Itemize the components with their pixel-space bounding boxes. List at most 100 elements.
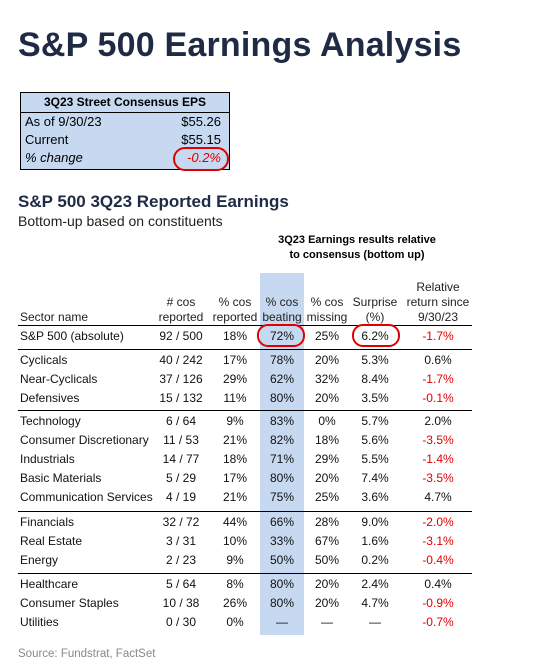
col-header-cos-reported: # cos reported	[158, 295, 204, 324]
cell-pct-missing: 29%	[314, 452, 340, 466]
cell-pct-beating: —	[276, 615, 288, 629]
cell-surprise: 7.4%	[361, 471, 389, 485]
cell-cos-reported: 37 / 126	[159, 372, 203, 386]
eps-row-value: -0.2%	[187, 150, 221, 165]
cell-pct-beating: 80%	[269, 596, 295, 610]
table-row: Utilities 0 / 30 0% — — — -0.7%	[18, 613, 472, 632]
cell-sector: Consumer Staples	[20, 596, 119, 610]
cell-relative-return: -1.4%	[422, 452, 454, 466]
cell-surprise: 0.2%	[361, 553, 389, 567]
cell-relative-return: -0.7%	[422, 615, 454, 629]
table-row: Cyclicals 40 / 242 17% 78% 20% 5.3% 0.6%	[18, 351, 472, 370]
table-row: Energy 2 / 23 9% 50% 50% 0.2% -0.4%	[18, 551, 472, 570]
eps-row-value: $55.26	[181, 114, 221, 129]
eps-row-label: As of 9/30/23	[25, 114, 102, 129]
source-note: Source: Fundstrat, FactSet	[18, 648, 156, 660]
table-row: Defensives 15 / 132 11% 80% 20% 3.5% -0.1%	[18, 389, 472, 408]
cell-pct-reported: 18%	[222, 452, 248, 466]
cell-pct-missing: 20%	[314, 471, 340, 485]
cell-sector: Utilities	[20, 615, 59, 629]
cell-pct-reported: 26%	[222, 596, 248, 610]
cell-pct-missing: 20%	[314, 391, 340, 405]
cell-pct-beating: 80%	[269, 391, 295, 405]
group-divider	[18, 511, 472, 512]
cell-pct-beating: 83%	[269, 414, 295, 428]
cell-pct-beating: 72%	[269, 329, 295, 343]
cell-pct-beating: 33%	[269, 534, 295, 548]
col-header-relative-return: Relative return since 9/30/23	[406, 280, 470, 324]
eps-row-label: Current	[25, 132, 69, 147]
eps-header-divider	[21, 112, 229, 113]
section-title: S&P 500 3Q23 Reported Earnings	[18, 192, 289, 211]
cell-sector: Cyclicals	[20, 353, 68, 367]
cell-pct-beating: 62%	[269, 372, 295, 386]
col-header-sector: Sector name	[20, 310, 89, 324]
col-header-surprise: Surprise (%)	[350, 295, 400, 326]
cell-pct-missing: 25%	[314, 490, 340, 504]
cell-cos-reported: 92 / 500	[159, 329, 203, 343]
table-row: Consumer Discretionary 11 / 53 21% 82% 18% 5.…	[18, 431, 472, 450]
cell-sector: S&P 500 (absolute)	[20, 329, 124, 343]
cell-pct-beating: 75%	[269, 490, 295, 504]
table-row: Technology 6 / 64 9% 83% 0% 5.7% 2.0%	[18, 412, 472, 431]
eps-box-header: 3Q23 Street Consensus EPS	[43, 95, 207, 109]
cell-pct-reported: 44%	[222, 515, 248, 529]
cell-relative-return: -3.5%	[422, 433, 454, 447]
table-row: Real Estate 3 / 31 10% 33% 67% 1.6% -3.1%	[18, 532, 472, 551]
cell-surprise: 2.4%	[361, 577, 389, 591]
cell-sector: Technology	[20, 414, 81, 428]
group-header-line: to consensus (bottom up)	[289, 249, 425, 261]
cell-pct-missing: —	[321, 615, 333, 629]
cell-relative-return: 0.6%	[424, 353, 452, 367]
table-row: Healthcare 5 / 64 8% 80% 20% 2.4% 0.4%	[18, 575, 472, 594]
cell-sector: Industrials	[20, 452, 75, 466]
eps-row-change: % change -0.2%	[25, 147, 229, 171]
consensus-eps-box: 3Q23 Street Consensus EPS As of 9/30/23 …	[20, 92, 230, 171]
cell-pct-reported: 8%	[226, 577, 244, 591]
col-header-pct-missing: % cos missing	[306, 295, 348, 326]
cell-pct-reported: 9%	[226, 553, 244, 567]
cell-cos-reported: 4 / 19	[165, 490, 197, 504]
cell-sector: Defensives	[20, 391, 80, 405]
cell-pct-missing: 50%	[314, 553, 340, 567]
eps-row-label: % change	[25, 150, 83, 165]
eps-row-current: Current $55.15	[25, 132, 225, 150]
cell-sector: Communication Services	[20, 490, 153, 504]
cell-cos-reported: 6 / 64	[165, 414, 197, 428]
cell-cos-reported: 11 / 53	[163, 433, 199, 447]
cell-relative-return: 4.7%	[424, 490, 452, 504]
cell-pct-missing: 0%	[318, 414, 336, 428]
cell-surprise: 5.5%	[361, 452, 389, 466]
cell-relative-return: -0.9%	[422, 596, 454, 610]
cell-surprise: 5.6%	[361, 433, 389, 447]
cell-cos-reported: 0 / 30	[165, 615, 197, 629]
cell-pct-reported: 29%	[222, 372, 248, 386]
header-divider	[18, 325, 472, 326]
cell-cos-reported: 2 / 23	[165, 553, 197, 567]
cell-pct-reported: 10%	[222, 534, 248, 548]
cell-surprise: 8.4%	[361, 372, 389, 386]
cell-cos-reported: 3 / 31	[165, 534, 197, 548]
cell-sector: Energy	[20, 553, 59, 567]
cell-surprise: 9.0%	[361, 515, 389, 529]
cell-sector: Near-Cyclicals	[20, 372, 98, 386]
cell-cos-reported: 40 / 242	[159, 353, 203, 367]
cell-pct-beating: 80%	[269, 471, 295, 485]
table-row: Industrials 14 / 77 18% 71% 29% 5.5% -1.4%	[18, 450, 472, 469]
col-header-pct-reported: % cos reported	[212, 295, 258, 324]
cell-sector: Healthcare	[20, 577, 79, 591]
col-header-pct-beating: % cos beating	[260, 295, 304, 326]
cell-sector: Financials	[20, 515, 75, 529]
cell-pct-beating: 71%	[269, 452, 295, 466]
cell-cos-reported: 15 / 132	[159, 391, 203, 405]
cell-surprise: 6.2%	[361, 329, 389, 343]
cell-pct-beating: 50%	[269, 553, 295, 567]
cell-cos-reported: 10 / 38	[162, 596, 200, 610]
cell-relative-return: -0.1%	[422, 391, 454, 405]
cell-surprise: 1.6%	[361, 534, 389, 548]
cell-relative-return: -3.5%	[422, 471, 454, 485]
cell-pct-beating: 82%	[269, 433, 295, 447]
cell-relative-return: -1.7%	[422, 372, 454, 386]
cell-pct-reported: 0%	[226, 615, 244, 629]
cell-pct-missing: 28%	[314, 515, 340, 529]
